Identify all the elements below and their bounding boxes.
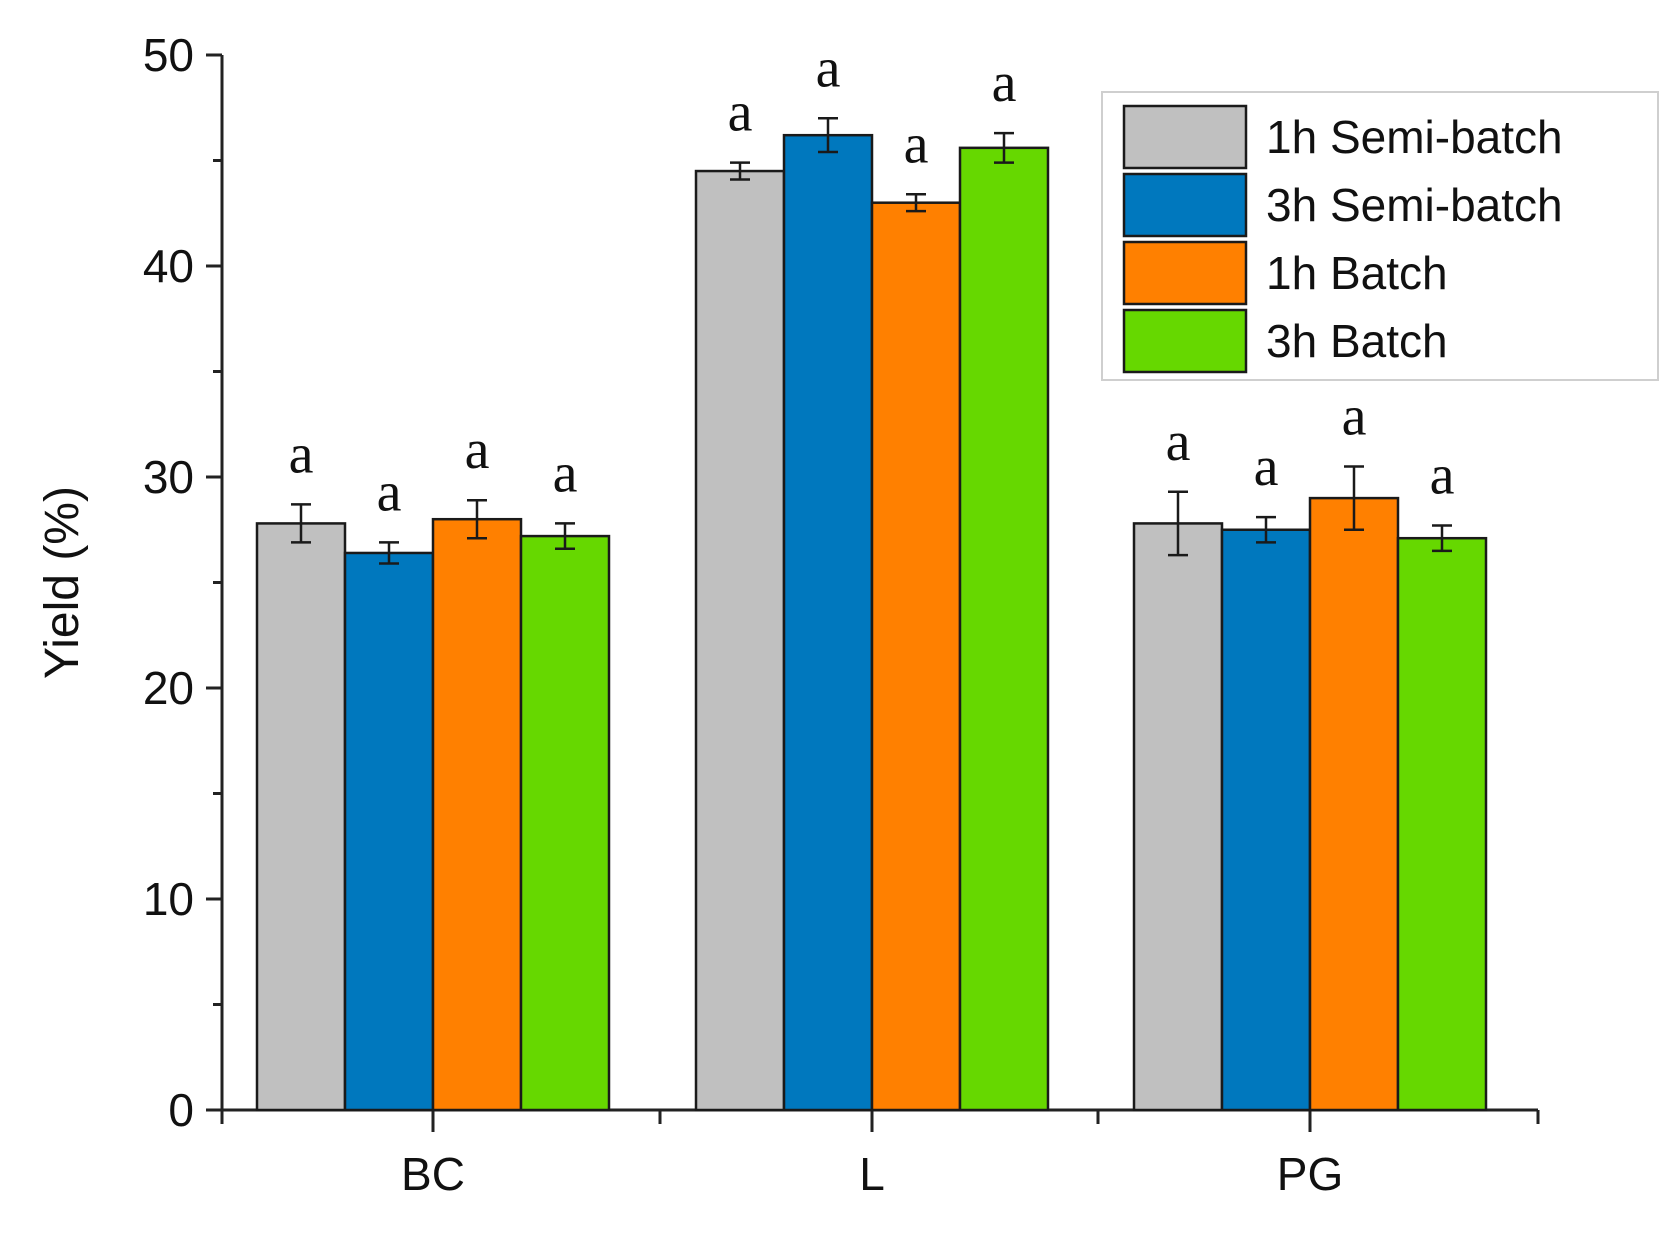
significance-label: a (1166, 411, 1191, 473)
bar-bc-series-3 (519, 534, 611, 1112)
legend-label: 1h Batch (1266, 247, 1448, 299)
bar-pg-series-2 (1308, 496, 1400, 1112)
significance-label: a (1430, 445, 1455, 507)
bars-group (255, 133, 1488, 1112)
legend-swatch (1122, 104, 1248, 170)
y-tick-label: 20 (143, 662, 194, 714)
legend-swatch (1122, 308, 1248, 374)
legend-swatch (1122, 172, 1248, 238)
bar-l-series-1 (782, 133, 874, 1112)
significance-label: a (904, 113, 929, 175)
significance-label: a (728, 82, 753, 144)
legend: 1h Semi-batch 3h Semi-batch 1h Batch 3h Bat… (1101, 91, 1659, 381)
y-tick-label: 50 (143, 29, 194, 81)
bar-bc-series-2 (431, 517, 523, 1112)
bar-bc-series-1 (343, 551, 435, 1112)
significance-label: a (1342, 385, 1367, 447)
y-tick-label: 40 (143, 240, 194, 292)
x-category-label: PG (1277, 1148, 1343, 1200)
significance-label: a (289, 423, 314, 485)
x-category-label: L (859, 1148, 885, 1200)
bar-pg-series-0 (1132, 522, 1224, 1112)
legend-label: 1h Semi-batch (1266, 111, 1563, 163)
y-tick-label: 10 (143, 873, 194, 925)
bar-bc-series-0 (255, 522, 347, 1112)
annotations-group: a a a a a a a a a a a a (289, 37, 1455, 523)
legend-label: 3h Batch (1266, 315, 1448, 367)
error-bars-group (291, 117, 1452, 565)
bar-l-series-0 (694, 169, 786, 1112)
significance-label: a (377, 461, 402, 523)
significance-label: a (553, 442, 578, 504)
significance-label: a (992, 52, 1017, 114)
axes-group: 0 10 20 30 40 50 BC L PG Yield (%) (36, 29, 1540, 1200)
y-tick-label: 0 (168, 1084, 194, 1136)
legend-swatch (1122, 240, 1248, 306)
significance-label: a (465, 419, 490, 481)
significance-label: a (816, 37, 841, 99)
legend-label: 3h Semi-batch (1266, 179, 1563, 231)
bar-l-series-2 (870, 201, 962, 1112)
x-category-label: BC (401, 1148, 465, 1200)
y-tick-label: 30 (143, 451, 194, 503)
bar-pg-series-1 (1220, 528, 1312, 1112)
significance-label: a (1254, 436, 1279, 498)
bar-l-series-3 (958, 146, 1050, 1112)
y-axis-label: Yield (%) (36, 486, 89, 679)
bar-pg-series-3 (1396, 536, 1488, 1112)
